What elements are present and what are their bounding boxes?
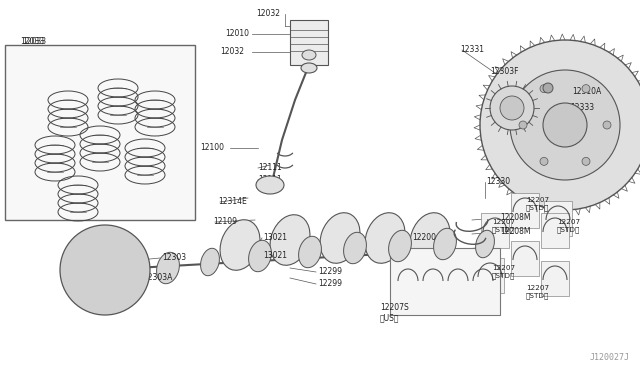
- Bar: [290, 20, 328, 65]
- Text: 12207S: 12207S: [380, 304, 409, 312]
- Bar: [481, 213, 509, 248]
- Text: 12330: 12330: [486, 177, 510, 186]
- Bar: [541, 213, 569, 248]
- Text: 12331: 12331: [460, 45, 484, 55]
- Text: 12299: 12299: [318, 267, 342, 276]
- Circle shape: [490, 86, 534, 130]
- Text: 〈STD〉: 〈STD〉: [492, 227, 515, 233]
- Text: 12208M: 12208M: [500, 214, 531, 222]
- Text: 12207: 12207: [526, 285, 549, 291]
- Text: 12010: 12010: [225, 29, 249, 38]
- Text: 13021: 13021: [263, 250, 287, 260]
- Text: 12100: 12100: [200, 144, 224, 153]
- Circle shape: [480, 40, 640, 210]
- Bar: [541, 261, 569, 296]
- Text: J120027J: J120027J: [590, 353, 630, 362]
- Bar: [511, 241, 539, 276]
- Circle shape: [135, 273, 145, 283]
- Circle shape: [603, 121, 611, 129]
- Text: 12208M: 12208M: [500, 228, 531, 237]
- Circle shape: [543, 83, 553, 93]
- Text: 12207: 12207: [492, 219, 515, 225]
- Circle shape: [582, 84, 590, 93]
- Ellipse shape: [256, 176, 284, 194]
- Circle shape: [519, 121, 527, 129]
- Text: 12303A: 12303A: [143, 273, 172, 282]
- Bar: [390, 248, 500, 315]
- Ellipse shape: [302, 50, 316, 60]
- Ellipse shape: [157, 252, 179, 284]
- Text: 12207: 12207: [526, 197, 549, 203]
- Text: 12032: 12032: [220, 48, 244, 57]
- Bar: [476, 258, 504, 293]
- Text: 12033: 12033: [22, 38, 46, 46]
- Circle shape: [582, 157, 590, 166]
- Text: 12314E: 12314E: [218, 198, 247, 206]
- Ellipse shape: [320, 213, 360, 263]
- Text: 12200: 12200: [412, 234, 436, 243]
- Circle shape: [540, 157, 548, 166]
- Text: 13021: 13021: [263, 234, 287, 243]
- Ellipse shape: [410, 213, 450, 263]
- Ellipse shape: [433, 228, 456, 260]
- Circle shape: [75, 240, 135, 300]
- Ellipse shape: [248, 240, 271, 272]
- Text: 12207: 12207: [492, 265, 515, 271]
- Text: 12111: 12111: [258, 164, 282, 173]
- Text: 〈STD〉: 〈STD〉: [526, 293, 549, 299]
- Text: 12207: 12207: [557, 219, 580, 225]
- Text: 12111: 12111: [258, 176, 282, 185]
- Text: 12303: 12303: [162, 253, 186, 263]
- Ellipse shape: [220, 220, 260, 270]
- Text: 12333: 12333: [570, 103, 594, 112]
- Ellipse shape: [200, 248, 220, 276]
- Circle shape: [540, 84, 548, 93]
- Text: 12303F: 12303F: [490, 67, 518, 77]
- Circle shape: [510, 70, 620, 180]
- Ellipse shape: [301, 63, 317, 73]
- Text: 12109: 12109: [213, 218, 237, 227]
- Ellipse shape: [270, 215, 310, 265]
- Bar: [544, 201, 572, 236]
- Text: 12033: 12033: [20, 38, 44, 46]
- Text: 〈US〉: 〈US〉: [380, 314, 399, 323]
- Circle shape: [543, 103, 587, 147]
- Ellipse shape: [388, 230, 412, 262]
- Ellipse shape: [344, 232, 367, 264]
- Circle shape: [60, 225, 150, 315]
- Text: 12032: 12032: [256, 10, 280, 19]
- Circle shape: [93, 258, 117, 282]
- Text: 〈STD〉: 〈STD〉: [526, 205, 549, 211]
- Ellipse shape: [365, 213, 405, 263]
- Circle shape: [500, 96, 524, 120]
- Text: FRONT: FRONT: [92, 251, 125, 261]
- Bar: [5, 45, 195, 220]
- Text: 〈STD〉: 〈STD〉: [492, 273, 515, 279]
- Text: 〈STD〉: 〈STD〉: [557, 227, 580, 233]
- Bar: [511, 193, 539, 228]
- Ellipse shape: [299, 236, 321, 268]
- Text: 12299: 12299: [318, 279, 342, 289]
- Text: 12310A: 12310A: [572, 87, 601, 96]
- Ellipse shape: [476, 230, 495, 258]
